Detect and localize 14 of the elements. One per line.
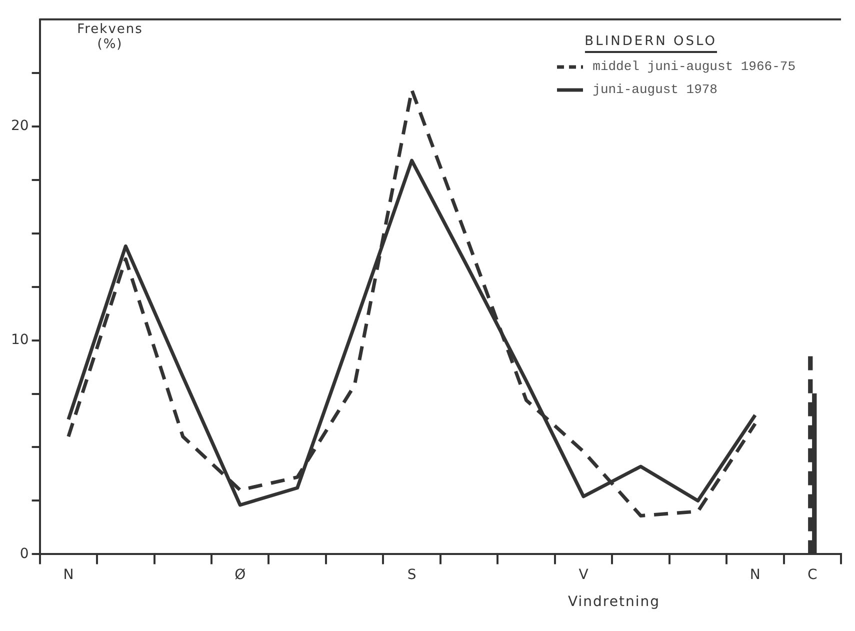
legend-title: BLINDERN OSLO — [584, 34, 717, 53]
y-axis-title: Frekvens (%) — [76, 22, 144, 52]
y-tick-label: 0 — [20, 546, 29, 562]
x-tick-label: C — [807, 567, 818, 584]
legend-label: middel juni-august 1966-75 — [592, 59, 796, 74]
y-tick-label: 10 — [10, 332, 29, 348]
legend-label: juni-august 1978 — [592, 82, 718, 97]
x-tick-label: N — [750, 567, 760, 584]
x-tick-label: S — [407, 567, 416, 584]
x-axis-title: Vindretning — [568, 594, 660, 610]
y-tick-label: 20 — [10, 118, 29, 134]
x-tick-label: V — [578, 567, 589, 584]
x-tick-label: Ø — [234, 567, 246, 584]
x-tick-label: N — [63, 567, 74, 584]
